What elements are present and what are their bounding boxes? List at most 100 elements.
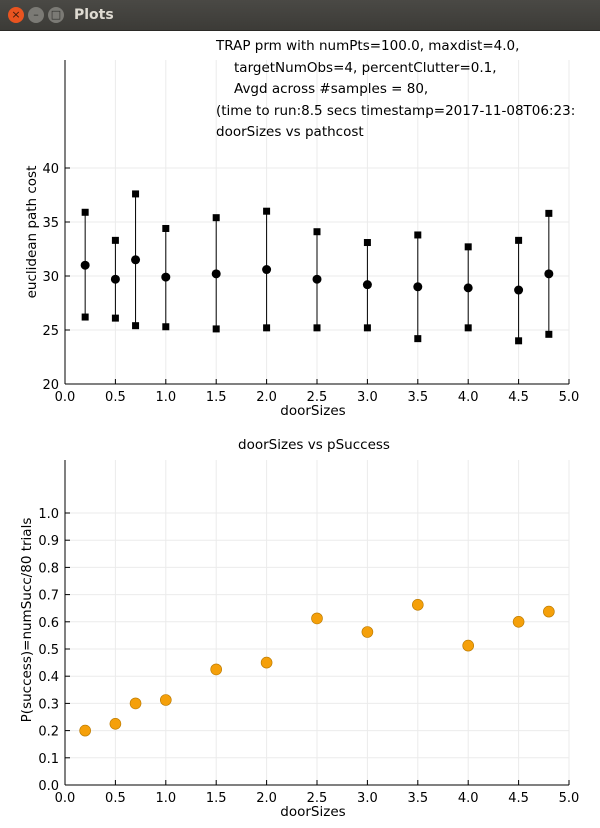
chart1-x-axis-label: doorSizes (280, 403, 345, 419)
chart2-y-tick-label: 0.7 (38, 589, 59, 604)
chart2-x-tick-label: 3.0 (357, 791, 378, 806)
chart2-y-tick-label: 0.2 (38, 725, 59, 740)
chart2-x-tick-label: 0.0 (55, 791, 76, 806)
chart2-y-tick-label: 1.0 (38, 507, 59, 522)
chart2-x-tick-label: 2.0 (256, 791, 277, 806)
chart1-x-tick-label: 2.5 (307, 390, 328, 405)
chart2-x-tick-label: 4.0 (458, 791, 479, 806)
chart1-x-tick-label: 2.0 (256, 390, 277, 405)
chart1-mean-marker (544, 269, 554, 279)
chart1-upper-marker (162, 224, 170, 232)
chart2-y-axis-label: P(success)=numSucc/80 trials (19, 518, 35, 723)
chart1-upper-marker (132, 190, 140, 198)
chart2-y-tick-label: 0.6 (38, 616, 59, 631)
chart1-y-axis-label: euclidean path cost (24, 166, 40, 299)
chart1-title-line: (time to run:8.5 secs timestamp=2017-11-… (216, 103, 575, 119)
chart2-x-tick-label: 0.5 (105, 791, 126, 806)
chart1-title-line: TRAP prm with numPts=100.0, maxdist=4.0, (215, 38, 519, 54)
chart1-lower-marker (132, 322, 140, 330)
chart1-upper-marker (414, 231, 422, 239)
chart1-lower-marker (545, 330, 553, 338)
chart1-x-tick-label: 0.5 (105, 390, 126, 405)
chart1-upper-marker (212, 214, 220, 222)
chart1-mean-marker (80, 260, 90, 270)
chart1-lower-marker (81, 313, 89, 321)
chart2-y-tick-label: 0.1 (38, 752, 59, 767)
chart1-y-tick-label: 30 (42, 270, 59, 285)
chart1-mean-marker (262, 265, 272, 275)
chart1-title-line: Avgd across #samples = 80, (234, 81, 428, 97)
chart1-y-tick-label: 35 (42, 216, 59, 231)
chart1-upper-marker (81, 208, 89, 216)
chart2-x-tick-label: 5.0 (559, 791, 580, 806)
chart1-lower-marker (162, 323, 170, 331)
chart1-y-tick-label: 20 (42, 378, 59, 393)
chart1-y-tick-label: 40 (42, 162, 59, 177)
chart1-upper-marker (464, 243, 472, 251)
chart1-x-tick-label: 4.0 (458, 390, 479, 405)
chart2-y-tick-label: 0.4 (38, 670, 59, 685)
chart1-x-tick-label: 3.5 (407, 390, 428, 405)
chart2-x-tick-label: 2.5 (307, 791, 328, 806)
chart1-x-tick-label: 0.0 (55, 390, 76, 405)
chart1-lower-marker (313, 324, 321, 332)
chart1-lower-marker (464, 324, 472, 332)
window-maximize-button[interactable]: □ (48, 7, 64, 23)
chart1-mean-marker (312, 274, 322, 284)
window-titlebar: × – □ Plots (0, 0, 600, 31)
chart2-point (109, 717, 122, 730)
chart1-x-tick-label: 1.5 (206, 390, 227, 405)
chart1-mean-marker (514, 285, 524, 295)
chart1-x-tick-label: 1.0 (155, 390, 176, 405)
chart1-title-line: targetNumObs=4, percentClutter=0.1, (234, 60, 497, 76)
chart1-mean-marker (131, 255, 141, 265)
chart2-y-tick-label: 0.5 (38, 643, 59, 658)
chart2-point (462, 639, 475, 652)
chart1-lower-marker (363, 324, 371, 332)
chart2-y-tick-label: 0.0 (38, 779, 59, 794)
chart2-point (411, 598, 424, 611)
plots-canvas: 0.0 0.5 1.0 1.5 2.0 2.5 3.0 3.5 4.0 4.5 5.0 20 25 30 3… (19, 38, 580, 820)
chart2-point (512, 615, 525, 628)
chart1-upper-marker (111, 236, 119, 244)
chart2-y-tick-label: 0.9 (38, 534, 59, 549)
chart1-x-tick-label: 4.5 (508, 390, 529, 405)
chart2-point (543, 605, 555, 618)
chart1-upper-marker (545, 209, 553, 217)
window-close-button[interactable]: × (8, 7, 24, 23)
chart1-upper-marker (313, 228, 321, 236)
chart2-point (79, 724, 91, 737)
chart1-mean-marker (463, 283, 473, 293)
chart1-mean-marker (110, 274, 120, 284)
chart2-point (210, 663, 222, 676)
chart2-x-tick-label: 3.5 (407, 791, 428, 806)
chart1-title-line: doorSizes vs pathcost (216, 124, 364, 140)
chart1-mean-marker (211, 269, 221, 279)
chart2-y-tick-label: 0.8 (38, 561, 59, 576)
chart2-point (311, 612, 323, 625)
chart2-y-tick-label: 0.3 (38, 697, 59, 712)
window-minimize-button[interactable]: – (28, 7, 44, 23)
chart2-x-axis-label: doorSizes (280, 804, 345, 820)
chart1-upper-marker (363, 239, 371, 247)
chart2-x-tick-label: 4.5 (508, 791, 529, 806)
chart1-x-tick-label: 3.0 (357, 390, 378, 405)
chart1-lower-marker (111, 314, 119, 322)
window-title: Plots (74, 7, 114, 23)
chart1-mean-marker (362, 280, 372, 290)
chart2-point (160, 694, 172, 706)
chart2-x-tick-label: 1.0 (155, 791, 176, 806)
chart1-upper-marker (263, 207, 271, 215)
chart1-upper-marker (515, 236, 523, 244)
chart1-lower-marker (414, 335, 422, 343)
chart1-lower-marker (263, 324, 271, 332)
chart2-point (361, 626, 374, 638)
chart1-mean-marker (161, 272, 171, 282)
chart1-lower-marker (212, 325, 220, 333)
chart2-point (260, 656, 273, 669)
chart2-point (129, 697, 142, 710)
chart2-title: doorSizes vs pSuccess (238, 437, 390, 453)
chart2-x-tick-label: 1.5 (206, 791, 227, 806)
chart1-lower-marker (515, 337, 523, 345)
chart1-mean-marker (413, 282, 423, 292)
